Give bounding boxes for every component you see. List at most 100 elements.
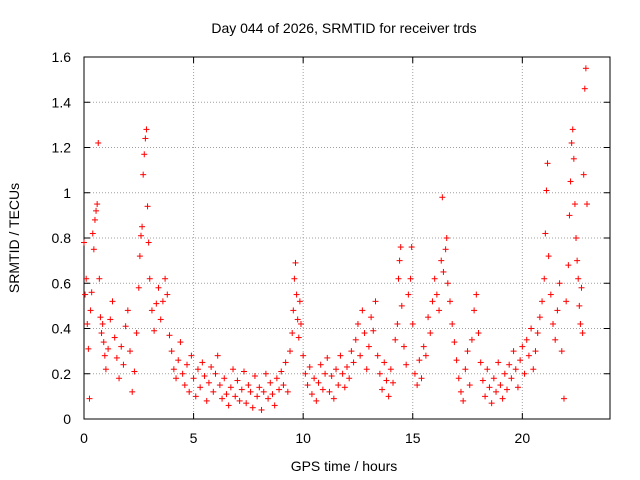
data-point [501,370,508,377]
data-point [280,382,287,389]
data-point [296,298,303,305]
data-point [227,384,234,391]
data-point [265,395,272,402]
data-point [129,388,136,395]
data-point [133,330,140,337]
data-point [179,370,186,377]
grid-lines [84,57,610,419]
data-point [392,336,399,343]
data-point [322,370,329,377]
data-point [405,291,412,298]
data-point [139,223,146,230]
data-point [173,375,180,382]
data-point [153,300,160,307]
data-point [468,336,475,343]
data-point [519,343,526,350]
data-point [568,139,575,146]
x-tick-labels: 0 5 10 15 20 [80,430,530,446]
data-point [124,307,131,314]
data-point [223,391,230,398]
data-point [576,302,583,309]
data-point [449,320,456,327]
data-point [514,384,521,391]
data-point [344,363,350,370]
data-point [99,320,106,327]
data-point [395,275,402,282]
data-point [116,375,123,382]
data-point [580,171,587,178]
data-point [236,397,243,404]
data-point [251,373,258,380]
data-point [82,291,89,298]
y-tick-label: 0.6 [52,275,72,291]
data-point [542,230,549,237]
data-point [190,375,197,382]
data-point [184,361,191,368]
data-point [475,330,482,337]
data-point [503,386,510,393]
data-point [532,348,539,355]
data-point [348,348,355,355]
data-point [276,386,283,393]
data-point [365,343,372,350]
data-point [225,402,232,409]
data-point [379,386,386,393]
data-point [539,298,546,305]
data-point [284,388,291,395]
data-point [383,377,390,384]
data-point [311,375,318,382]
data-point [151,327,158,334]
data-point [581,85,588,92]
data-point [427,330,434,337]
data-point [120,361,127,368]
data-point [359,307,366,314]
data-point [443,235,450,241]
data-point [203,397,210,404]
data-point [438,257,445,264]
y-tick-label: 0 [63,411,71,427]
data-point [278,368,285,375]
data-point [477,359,484,366]
y-tick-label: 0.2 [52,366,72,382]
data-point [254,393,261,400]
data-point [300,352,307,359]
data-point [113,354,120,361]
data-point [354,320,361,327]
data-point [234,377,241,384]
data-point [122,323,129,330]
data-point [136,253,143,260]
data-point [567,178,574,185]
data-point [302,370,309,377]
data-point [100,339,107,346]
data-point [335,382,342,389]
data-point [582,65,589,72]
data-point [486,384,493,391]
data-point [291,275,298,282]
data-point [547,291,554,298]
data-point [422,352,429,359]
data-point [319,386,326,393]
data-point [352,336,359,343]
data-point [131,368,138,375]
data-point [560,395,567,402]
data-point [541,275,548,282]
data-point [295,334,302,341]
data-point [96,275,103,282]
data-point [170,366,177,373]
data-point [141,151,148,158]
data-point [403,361,410,368]
data-point [105,345,112,352]
data-point [293,291,300,298]
data-point [262,370,269,377]
data-point [372,298,379,305]
data-point [416,357,423,364]
x-tick-label: 0 [80,430,88,446]
data-point [512,366,519,373]
data-point [439,194,446,201]
data-point [269,391,276,398]
data-point [273,375,280,382]
data-point [219,395,226,402]
data-point [304,382,311,389]
data-point [566,212,573,219]
data-point [488,400,495,407]
